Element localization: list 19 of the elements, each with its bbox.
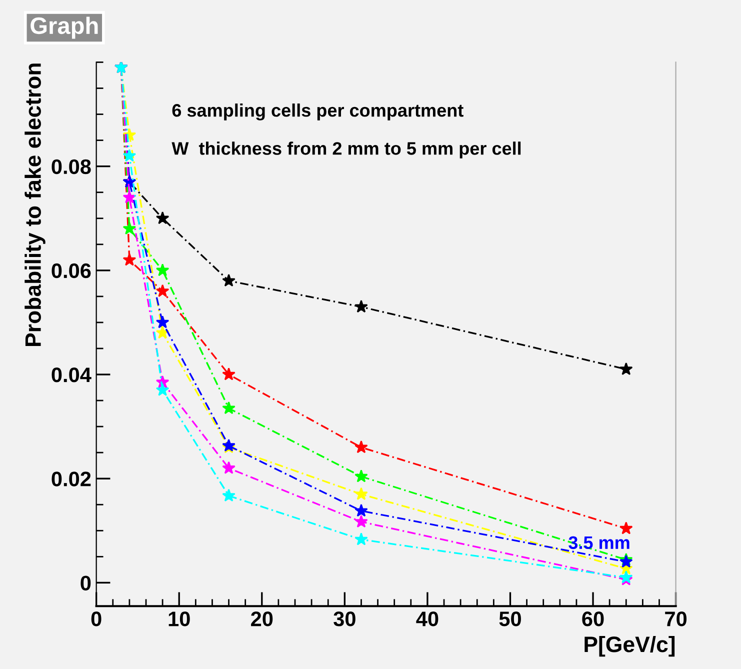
y-tick-label: 0.08 bbox=[52, 159, 91, 174]
x-tick-label: 60 bbox=[582, 612, 604, 626]
chart-title: Graph bbox=[30, 16, 98, 39]
annotation: 6 sampling cells per compartment bbox=[172, 104, 464, 120]
x-tick-label: 40 bbox=[416, 612, 438, 626]
y-axis-title: Probability to fake electron bbox=[24, 64, 46, 346]
x-tick-label: 20 bbox=[251, 612, 273, 626]
x-tick-label: 0 bbox=[91, 612, 102, 626]
y-tick-label: 0 bbox=[80, 576, 91, 590]
x-tick-label: 30 bbox=[334, 612, 356, 626]
y-tick-label: 0.02 bbox=[52, 472, 91, 486]
y-tick-label: 0.06 bbox=[52, 263, 91, 278]
x-tick-label: 70 bbox=[665, 612, 687, 626]
x-tick-label: 10 bbox=[168, 612, 190, 626]
x-tick-label: 50 bbox=[499, 612, 521, 626]
annotation: 3.5 mm bbox=[568, 536, 630, 550]
y-tick-label: 0.04 bbox=[52, 368, 92, 382]
x-axis-title: P[GeV/c] bbox=[584, 636, 675, 657]
annotation: W thickness from 2 mm to 5 mm per cell bbox=[172, 142, 521, 158]
